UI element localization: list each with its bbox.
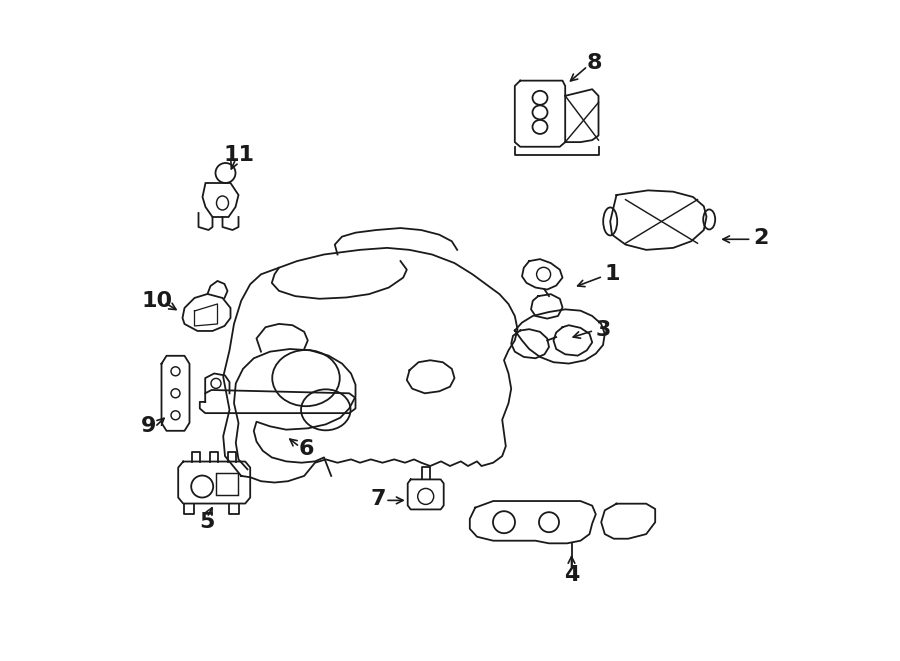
Text: 10: 10 — [142, 291, 173, 311]
Text: 1: 1 — [604, 264, 620, 284]
Text: 5: 5 — [199, 512, 215, 532]
Text: 8: 8 — [586, 53, 602, 73]
Text: 6: 6 — [298, 440, 314, 459]
Text: 4: 4 — [563, 565, 580, 585]
Text: 9: 9 — [140, 416, 157, 436]
Text: 3: 3 — [595, 321, 611, 340]
Text: 7: 7 — [370, 489, 386, 509]
Text: 2: 2 — [752, 228, 769, 248]
Text: 11: 11 — [223, 145, 254, 165]
